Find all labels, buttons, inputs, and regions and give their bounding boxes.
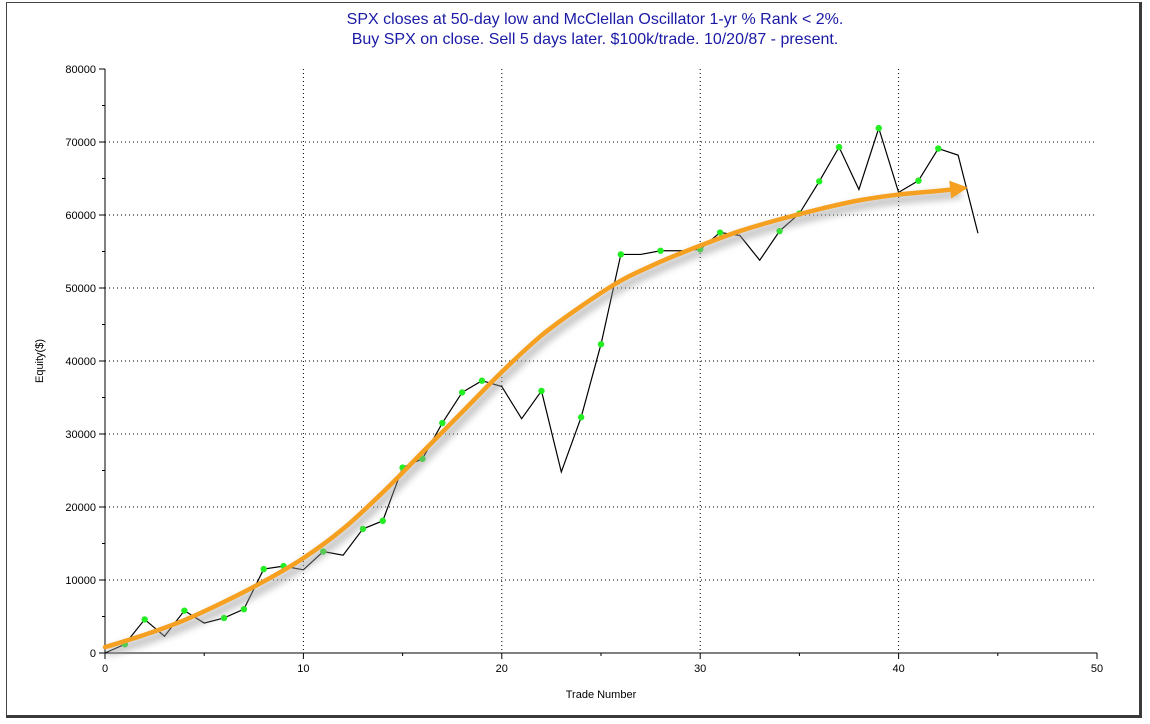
chart-title: SPX closes at 50-day low and McClellan O… [347,11,844,28]
winning-trade-point [538,387,545,395]
winning-trade-point [379,517,386,525]
y-tick-label: 10000 [65,575,96,587]
x-tick-label: 0 [102,663,108,675]
winning-trade-point [240,606,248,613]
winning-trade-point [439,419,446,427]
winning-trade-point [359,525,367,533]
y-tick-label: 80000 [65,64,96,76]
winning-trade-point [835,143,843,151]
y-tick-label: 70000 [65,137,96,149]
chart-subtitle: Buy SPX on close. Sell 5 days later. $10… [352,31,839,48]
tick-labels: 0 10 20 30 40 50 0 10000 20000 30000 40000 50000 600… [65,64,1103,675]
y-tick-label: 0 [90,648,96,660]
chart-frame: SPX closes at 50-day low and McClellan O… [6,2,1142,718]
winning-trade-point [816,178,823,185]
x-tick-label: 20 [496,663,508,675]
winning-trade-point [935,145,942,152]
winning-trade-point [915,177,922,184]
winning-trade-point [181,607,188,614]
winning-trade-point [458,389,466,396]
y-tick-label: 20000 [65,502,96,514]
winning-trade-point [141,616,148,623]
x-tick-label: 50 [1091,663,1103,675]
winning-trade-point [478,377,486,384]
axes [99,68,1098,659]
equity-chart: SPX closes at 50-day low and McClellan O… [34,11,1103,701]
winning-trade-point [220,614,228,622]
y-axis-label: Equity($) [34,339,46,383]
y-tick-label: 30000 [65,429,96,441]
trend-arrow-line [102,186,961,650]
y-tick-label: 50000 [65,283,96,295]
winning-trade-point [875,124,882,132]
trend-arrow-head [949,180,969,199]
annotation-layer [102,180,969,657]
winning-trade-point [597,341,605,348]
x-tick-label: 10 [297,663,309,675]
trend-arrow-shadow [106,189,962,657]
winning-trade-point [716,229,724,236]
y-tick-label: 60000 [65,210,96,222]
y-tick-label: 40000 [65,356,96,368]
winning-trade-point [260,565,267,573]
x-tick-label: 30 [694,663,706,675]
winning-trade-point [617,251,625,258]
winning-trade-point [657,247,664,254]
gridlines [105,69,1097,653]
x-tick-label: 40 [892,663,904,675]
x-axis-label: Trade Number [566,689,637,701]
winning-trade-point [577,414,585,421]
